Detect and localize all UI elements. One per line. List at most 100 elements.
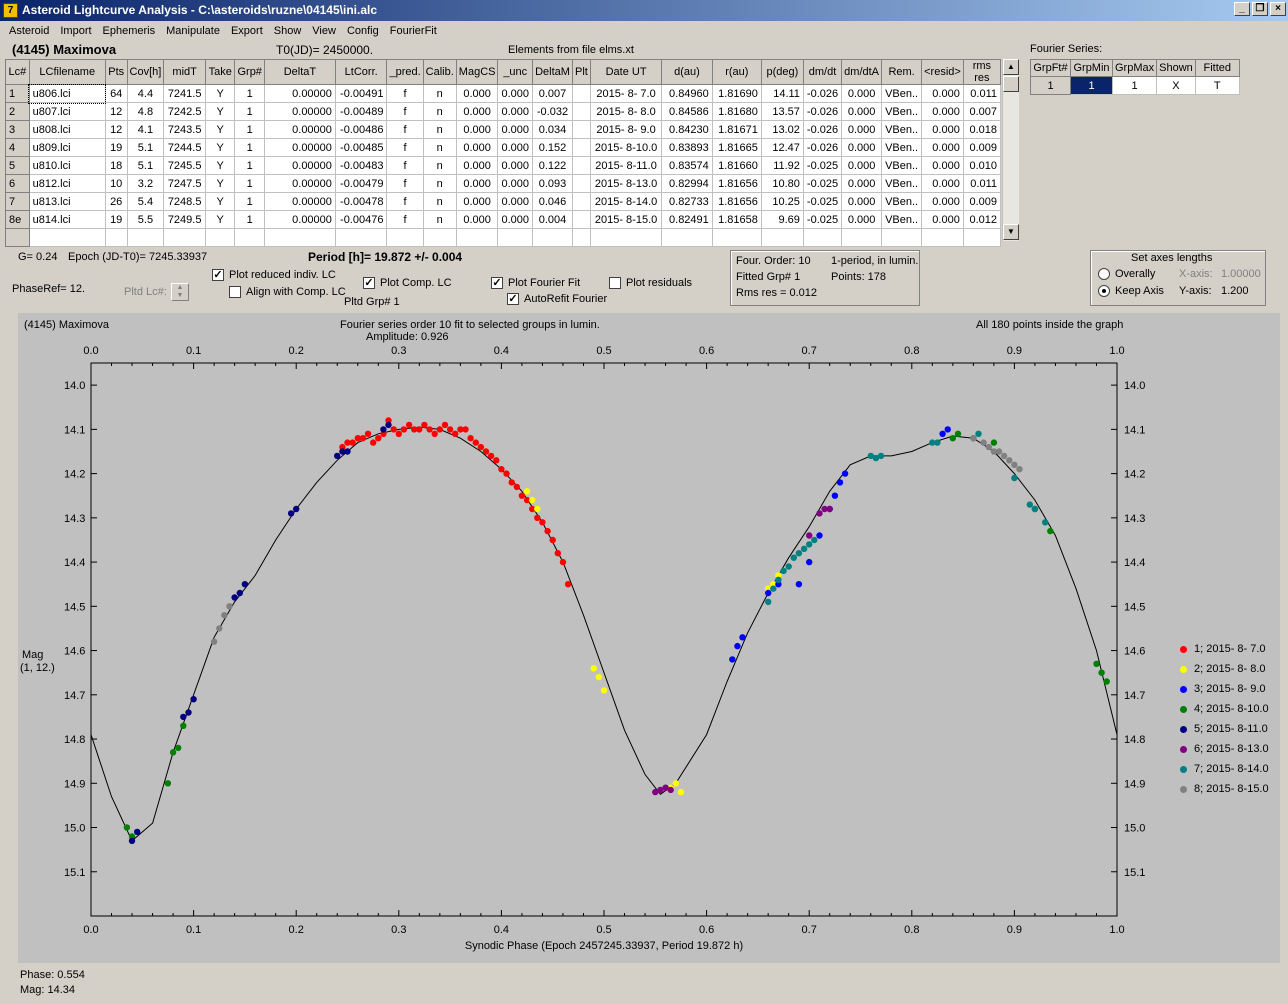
autorefit-checkbox[interactable]: ✓ AutoRefit Fourier — [507, 293, 607, 305]
table-cell[interactable]: 2015- 8- 8.0 — [589, 102, 663, 121]
table-cell[interactable]: u807.lci — [28, 102, 106, 121]
table-cell[interactable]: 5.1 — [126, 156, 165, 175]
table-cell[interactable]: Y — [204, 84, 236, 103]
table-cell[interactable]: 1 — [234, 102, 265, 121]
column-header-date-ut[interactable]: Date UT — [589, 59, 663, 85]
table-cell[interactable]: 0.000 — [841, 138, 883, 157]
align-comp-checkbox[interactable]: Align with Comp. LC — [229, 286, 346, 298]
table-cell[interactable]: 3.2 — [126, 174, 165, 193]
table-cell[interactable]: f — [386, 192, 424, 211]
table-cell[interactable]: 0.000 — [497, 210, 534, 229]
row-header[interactable]: 5 — [5, 156, 30, 175]
table-cell[interactable]: 1.81690 — [711, 84, 762, 103]
plot-residuals-checkbox[interactable]: Plot residuals — [609, 277, 692, 289]
table-cell[interactable]: f — [386, 84, 424, 103]
table-cell[interactable] — [571, 84, 591, 103]
table-cell[interactable]: 0.000 — [497, 156, 534, 175]
table-cell[interactable]: 9.69 — [760, 210, 804, 229]
table-cell[interactable] — [571, 138, 591, 157]
plot-fourier-checkbox[interactable]: ✓ Plot Fourier Fit — [491, 277, 580, 289]
table-cell[interactable]: VBen.. — [881, 192, 923, 211]
table-cell[interactable]: -0.00489 — [334, 102, 388, 121]
table-cell[interactable]: 0.000 — [497, 174, 534, 193]
table-cell[interactable]: 1.81658 — [711, 210, 762, 229]
table-cell[interactable]: n — [422, 138, 457, 157]
table-row[interactable]: 3 u808.lci 12 4.1 7243.5 Y 1 0.00000 -0.00486 f n 0… — [5, 120, 1002, 139]
table-cell[interactable] — [571, 228, 591, 247]
y-axis-value[interactable]: 1.200 — [1221, 285, 1249, 297]
table-cell[interactable]: 0.000 — [455, 210, 499, 229]
table-cell[interactable]: 0.00000 — [263, 174, 336, 193]
overally-radio[interactable]: Overally — [1098, 268, 1155, 280]
table-cell[interactable]: 12 — [104, 120, 128, 139]
table-cell[interactable]: 7249.5 — [163, 210, 206, 229]
table-cell[interactable]: 2015- 8-11.0 — [589, 156, 663, 175]
table-cell[interactable]: 0.00000 — [263, 192, 336, 211]
table-cell[interactable] — [497, 228, 534, 247]
table-cell[interactable]: Y — [204, 156, 236, 175]
table-cell[interactable]: Y — [204, 210, 236, 229]
table-cell[interactable] — [386, 228, 424, 247]
table-cell[interactable]: 0.000 — [455, 102, 499, 121]
table-cell[interactable]: u813.lci — [28, 192, 106, 211]
table-cell[interactable]: f — [386, 210, 424, 229]
table-cell[interactable]: -0.026 — [802, 120, 843, 139]
table-cell[interactable]: VBen.. — [881, 120, 923, 139]
table-cell[interactable]: 0.000 — [455, 174, 499, 193]
table-cell[interactable]: 1 — [234, 210, 265, 229]
table-cell[interactable]: 1.81665 — [711, 138, 762, 157]
menu-manipulate[interactable]: Manipulate — [166, 25, 220, 37]
table-cell[interactable]: 0.009 — [962, 138, 1002, 157]
table-cell[interactable]: Y — [204, 174, 236, 193]
table-scrollbar[interactable]: ▲ ▼ — [1002, 59, 1019, 241]
menu-ephemeris[interactable]: Ephemeris — [102, 25, 156, 37]
table-cell[interactable]: 7247.5 — [163, 174, 206, 193]
table-row[interactable] — [5, 228, 1002, 247]
table-cell[interactable]: 5.5 — [126, 210, 165, 229]
table-cell[interactable]: -0.00483 — [334, 156, 388, 175]
row-header[interactable]: 2 — [5, 102, 30, 121]
table-cell[interactable]: 13.57 — [760, 102, 804, 121]
table-cell[interactable]: 4.4 — [126, 84, 165, 103]
table-cell[interactable]: -0.00476 — [334, 210, 388, 229]
menu-view[interactable]: View — [312, 25, 336, 37]
table-cell[interactable]: u814.lci — [28, 210, 106, 229]
table-cell[interactable]: 0.000 — [921, 138, 964, 157]
table-cell[interactable]: 0.82491 — [661, 210, 713, 229]
column-header-midt[interactable]: midT — [163, 59, 206, 85]
column-header-rms-res[interactable]: rms res — [962, 59, 1002, 85]
table-cell[interactable]: 4.8 — [126, 102, 165, 121]
table-cell[interactable]: f — [386, 102, 424, 121]
table-cell[interactable]: 0.000 — [497, 192, 534, 211]
table-cell[interactable]: 7243.5 — [163, 120, 206, 139]
table-cell[interactable]: 1 — [234, 138, 265, 157]
table-cell[interactable]: n — [422, 120, 457, 139]
table-cell[interactable]: n — [422, 174, 457, 193]
row-header[interactable]: 4 — [5, 138, 30, 157]
menu-fourierfit[interactable]: FourierFit — [389, 25, 437, 37]
table-cell[interactable] — [163, 228, 206, 247]
table-cell[interactable]: 0.000 — [921, 192, 964, 211]
table-cell[interactable] — [571, 156, 591, 175]
column-header-magcs[interactable]: MagCS — [455, 59, 499, 85]
table-cell[interactable]: 0.00000 — [263, 102, 336, 121]
table-cell[interactable]: 0.00000 — [263, 120, 336, 139]
table-cell[interactable]: 12.47 — [760, 138, 804, 157]
column-header-lc-filename[interactable]: LCfilename — [28, 59, 106, 85]
table-cell[interactable] — [571, 102, 591, 121]
table-cell[interactable]: 0.009 — [962, 192, 1002, 211]
table-cell[interactable]: 0.000 — [497, 138, 534, 157]
table-cell[interactable]: 0.84230 — [661, 120, 713, 139]
table-cell[interactable]: 0.000 — [841, 192, 883, 211]
table-cell[interactable]: 0.83893 — [661, 138, 713, 157]
table-cell[interactable]: 7248.5 — [163, 192, 206, 211]
table-cell[interactable] — [126, 228, 165, 247]
scroll-up-icon[interactable]: ▲ — [1003, 59, 1019, 75]
column-header-cov[interactable]: Cov[h] — [126, 59, 165, 85]
table-cell[interactable]: 0.122 — [532, 156, 573, 175]
table-cell[interactable]: -0.00479 — [334, 174, 388, 193]
scroll-thumb[interactable] — [1003, 76, 1019, 92]
table-cell[interactable] — [234, 228, 265, 247]
table-cell[interactable]: 0.000 — [497, 84, 534, 103]
table-cell[interactable] — [841, 228, 883, 247]
